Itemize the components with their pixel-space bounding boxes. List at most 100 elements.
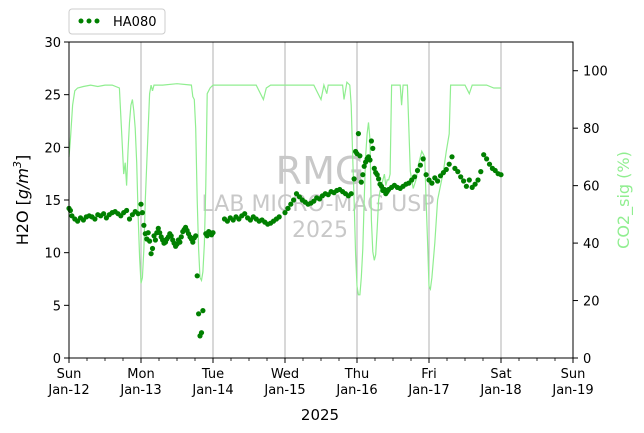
x-tick-label-day: Fri bbox=[421, 367, 437, 382]
h2o-point bbox=[126, 216, 133, 222]
y-left-label-unit: g/m bbox=[13, 168, 32, 199]
legend-label: HA080 bbox=[113, 15, 156, 30]
y-right-tick-label: 80 bbox=[583, 122, 600, 137]
legend-marker-1 bbox=[78, 18, 84, 24]
h2o-point bbox=[285, 205, 291, 211]
grid-lines bbox=[140, 42, 502, 358]
h2o-point bbox=[376, 176, 382, 182]
y-left-tick-label: 30 bbox=[44, 36, 61, 51]
h2o-point bbox=[178, 234, 184, 240]
h2o-point bbox=[139, 210, 145, 216]
x-tick-label-date: Jan-18 bbox=[479, 383, 521, 398]
h2o-point bbox=[455, 169, 461, 175]
h2o-point bbox=[371, 165, 377, 171]
y-right-tick-label: 40 bbox=[583, 237, 600, 252]
h2o-point bbox=[412, 174, 418, 180]
y-left-tick-label: 15 bbox=[44, 194, 61, 209]
h2o-point bbox=[458, 174, 464, 180]
h2o-point bbox=[498, 172, 504, 178]
h2o-point bbox=[348, 191, 354, 197]
h2o-point bbox=[92, 216, 98, 222]
watermark-line-3: 2025 bbox=[292, 218, 348, 243]
legend-marker-3 bbox=[94, 18, 100, 24]
x-tick-label-day: Tue bbox=[201, 367, 224, 382]
h2o-point bbox=[357, 153, 363, 159]
h2o-point bbox=[355, 131, 361, 137]
h2o-point bbox=[478, 169, 484, 175]
x-tick-label-date: Jan-16 bbox=[335, 383, 377, 398]
y-left-label-exponent: 3 bbox=[11, 161, 24, 168]
h2o-point bbox=[291, 197, 297, 203]
h2o-point bbox=[242, 211, 248, 217]
h2o-point bbox=[481, 152, 487, 158]
h2o-point bbox=[141, 222, 147, 228]
h2o-point bbox=[276, 214, 282, 220]
h2o-point bbox=[145, 230, 151, 236]
h2o-point bbox=[368, 138, 374, 144]
x-axis: SunJan-12MonJan-13TueJan-14WedJan-15ThuJ… bbox=[47, 358, 594, 398]
h2o-point bbox=[435, 178, 441, 184]
co2-line bbox=[68, 80, 501, 296]
co2-series bbox=[68, 80, 501, 296]
h2o-point bbox=[282, 210, 288, 216]
x-tick-label-day: Sun bbox=[561, 367, 586, 382]
x-tick-label-day: Thu bbox=[344, 367, 369, 382]
h2o-point bbox=[449, 154, 455, 160]
h2o-point bbox=[177, 239, 183, 245]
x-tick-label-date: Jan-13 bbox=[119, 383, 161, 398]
h2o-point bbox=[420, 156, 426, 162]
y-right-tick-label: 100 bbox=[583, 65, 608, 80]
h2o-point bbox=[484, 156, 490, 162]
h2o-point bbox=[157, 230, 163, 236]
x-tick-label-date: Jan-15 bbox=[263, 383, 305, 398]
h2o-point bbox=[288, 201, 294, 207]
h2o-point bbox=[360, 172, 366, 178]
h2o-point bbox=[190, 239, 196, 245]
h2o-point bbox=[152, 237, 158, 243]
y-right-axis: 0 20 40 60 80 100 bbox=[573, 65, 608, 367]
h2o-point bbox=[200, 308, 206, 314]
h2o-point bbox=[414, 167, 421, 174]
h2o-point bbox=[210, 230, 216, 236]
y-right-axis-label: CO2_sig (%) bbox=[614, 151, 634, 249]
y-left-tick-label: 0 bbox=[53, 352, 61, 367]
h2o-point bbox=[155, 225, 161, 231]
y-left-axis-label: H2O [g/m3] bbox=[11, 155, 32, 246]
h2o-point bbox=[417, 162, 423, 168]
h2o-point bbox=[461, 178, 467, 184]
h2o-point bbox=[194, 273, 200, 279]
h2o-point bbox=[367, 157, 373, 163]
h2o-point bbox=[466, 177, 472, 183]
h2o-point bbox=[443, 166, 449, 173]
x-tick-label-day: Wed bbox=[271, 367, 299, 382]
h2o-point bbox=[198, 330, 205, 336]
h2o-point bbox=[101, 211, 107, 217]
x-tick-label-date: Jan-19 bbox=[551, 383, 593, 398]
legend-box bbox=[68, 8, 166, 35]
y-right-tick-label: 20 bbox=[583, 295, 600, 310]
h2o-point bbox=[472, 181, 478, 187]
legend-marker-2 bbox=[86, 18, 92, 24]
y-left-label-suffix: ] bbox=[13, 155, 32, 161]
h2o-point bbox=[124, 207, 130, 214]
h2o-point bbox=[374, 172, 380, 178]
h2o-point bbox=[423, 172, 429, 178]
h2o-point bbox=[361, 163, 367, 169]
h2o-point bbox=[429, 180, 435, 186]
h2o-point bbox=[370, 145, 376, 151]
h2o-point bbox=[193, 233, 199, 239]
y-left-tick-label: 20 bbox=[44, 141, 61, 156]
x-tick-label-date: Jan-17 bbox=[407, 383, 449, 398]
y-left-tick-label: 25 bbox=[44, 89, 61, 104]
y-right-tick-label: 0 bbox=[583, 352, 591, 367]
watermark-line-1: RMG bbox=[276, 149, 365, 193]
legend: HA080 bbox=[68, 8, 166, 35]
y-left-tick-label: 10 bbox=[44, 247, 61, 262]
h2o-point bbox=[135, 211, 141, 217]
h2o-point bbox=[358, 179, 364, 185]
h2o-point bbox=[147, 238, 153, 244]
y-right-tick-label: 60 bbox=[583, 180, 600, 195]
y-left-label-prefix: H2O [ bbox=[13, 199, 32, 245]
h2o-point bbox=[196, 311, 202, 317]
